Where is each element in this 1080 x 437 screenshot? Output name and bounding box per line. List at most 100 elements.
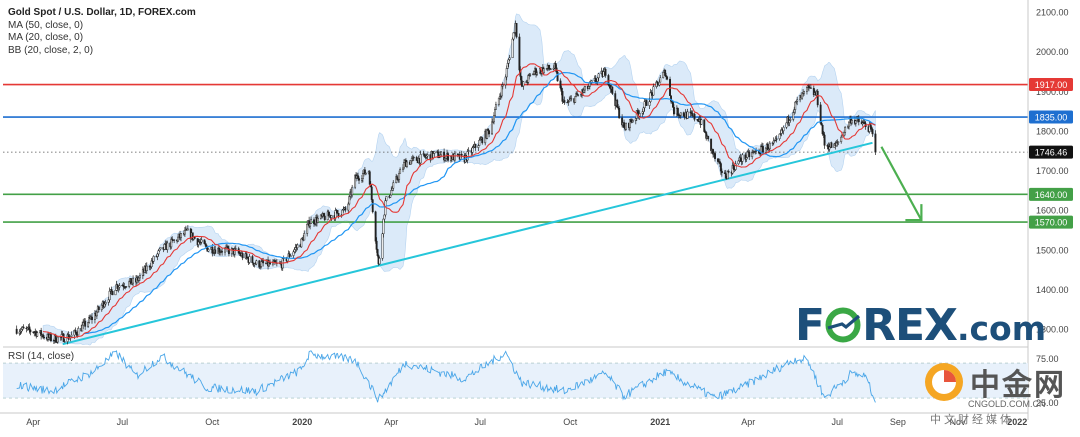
- price-tick-label: 1800.00: [1036, 126, 1069, 136]
- candle-body: [568, 99, 571, 102]
- candle-body: [460, 153, 463, 156]
- candle-body: [348, 196, 351, 205]
- candle-body: [643, 101, 646, 109]
- candle-body: [807, 85, 810, 88]
- candle-body: [649, 92, 652, 102]
- level-1570.00-tag: [1029, 215, 1073, 229]
- rsi-tick-label: 25.00: [1036, 398, 1059, 408]
- candle-body: [840, 136, 843, 142]
- candle-body: [823, 134, 826, 146]
- candle-body: [378, 258, 381, 265]
- candle-body: [180, 233, 182, 238]
- candle-body: [803, 91, 805, 94]
- candle-body: [385, 196, 388, 201]
- candle-body: [739, 157, 742, 161]
- candle-body: [368, 171, 371, 185]
- level-1835.00-tag: [1029, 110, 1073, 124]
- candle-body: [505, 68, 508, 78]
- candle-body: [374, 211, 377, 242]
- candle-body: [415, 157, 418, 161]
- time-tick-label: Oct: [205, 417, 220, 427]
- candle-body: [419, 154, 422, 164]
- candle-body: [128, 281, 131, 287]
- candle-body: [110, 289, 113, 292]
- candle-body: [676, 108, 679, 116]
- candle-body: [714, 153, 716, 159]
- candle-body: [444, 157, 447, 161]
- candle-body: [809, 87, 812, 89]
- candle-body: [322, 213, 325, 217]
- candle-body: [559, 80, 562, 89]
- rsi-label: RSI (14, close): [8, 351, 75, 362]
- candle-body: [412, 157, 415, 159]
- candle-body: [515, 23, 518, 38]
- candle-body: [857, 118, 860, 123]
- level-1917.00-tag: [1029, 78, 1073, 92]
- candle-body: [103, 303, 106, 308]
- candle-body: [561, 91, 564, 102]
- price-tick-label: 2100.00: [1036, 7, 1069, 17]
- candle-body: [631, 120, 634, 123]
- candle-body: [662, 71, 665, 79]
- candle-body: [587, 86, 590, 89]
- ma20-line: [42, 63, 876, 339]
- candle-body: [399, 169, 402, 174]
- level-1835.00-label: 1835.00: [1035, 113, 1068, 123]
- candle-body: [792, 112, 795, 120]
- candle-body: [726, 171, 729, 180]
- candle-body: [504, 76, 507, 86]
- candle-body: [77, 328, 80, 336]
- candle-body: [410, 158, 413, 162]
- brand-left: F: [795, 300, 825, 351]
- candle-body: [719, 163, 722, 172]
- cngold-subtitle: 中文财经媒体: [930, 413, 1014, 426]
- time-tick-label: Apr: [384, 417, 398, 427]
- candle-body: [761, 146, 764, 153]
- candle-body: [230, 248, 233, 255]
- candle-body: [793, 109, 796, 113]
- candle-body: [56, 336, 59, 343]
- candle-body: [159, 247, 162, 250]
- candle-body: [423, 153, 426, 157]
- candle-body: [785, 122, 788, 128]
- candle-body: [658, 81, 661, 86]
- candle-body: [787, 116, 790, 123]
- candle-body: [594, 77, 597, 82]
- brand-right: REX: [862, 300, 958, 351]
- last-price-tag: [1029, 145, 1073, 159]
- candle-body: [323, 215, 326, 221]
- candle-body: [82, 322, 85, 326]
- candle-body: [145, 265, 148, 271]
- candle-body: [118, 285, 121, 288]
- candle-body: [772, 140, 775, 144]
- candle-body: [642, 107, 645, 112]
- candle-body: [310, 219, 313, 224]
- candle-body: [440, 151, 443, 156]
- candle-body: [782, 126, 785, 132]
- candle-body: [63, 341, 66, 343]
- candle-body: [554, 63, 557, 69]
- candle-body: [821, 124, 824, 135]
- time-tick-label: 2020: [292, 417, 312, 427]
- candle-body: [491, 121, 493, 135]
- candle-body: [659, 77, 662, 83]
- candle-body: [107, 299, 110, 303]
- candle-body: [183, 229, 186, 235]
- candle-body: [364, 172, 367, 175]
- candle-body: [409, 160, 412, 165]
- candle-body: [656, 81, 659, 84]
- candle-body: [130, 278, 133, 285]
- candle-body: [173, 239, 176, 242]
- candle-body: [789, 119, 792, 121]
- candle-body: [152, 256, 155, 262]
- candle-body: [577, 94, 580, 96]
- candle-body: [645, 100, 648, 106]
- candle-body: [227, 248, 230, 255]
- candle-body: [389, 194, 392, 198]
- candle-body: [508, 57, 511, 60]
- price-tick-label: 1300.00: [1036, 325, 1069, 335]
- candle-body: [138, 274, 141, 279]
- candle-body: [170, 238, 173, 248]
- candle-body: [114, 290, 117, 296]
- candle-body: [200, 239, 203, 243]
